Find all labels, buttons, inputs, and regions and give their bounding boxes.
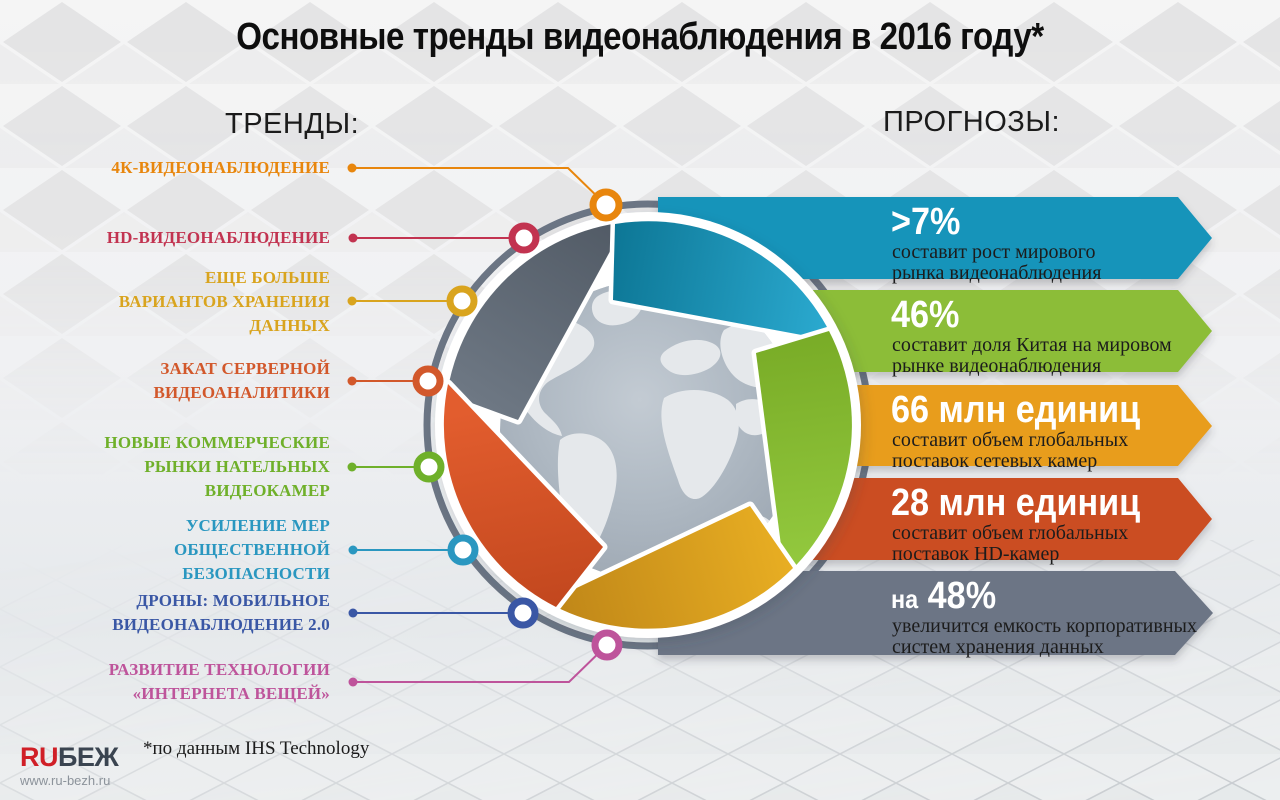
- forecast-arrow-storage: [658, 571, 1213, 655]
- connector-dot: [348, 677, 358, 687]
- connector-line-4k: [352, 167, 607, 206]
- connector-ring: [589, 188, 623, 222]
- connector-dot: [347, 296, 357, 306]
- forecast-value-china: 46%: [891, 296, 959, 337]
- connector-ring: [412, 365, 444, 397]
- forecast-value: >7%: [891, 201, 961, 243]
- connector-ring: [591, 629, 623, 661]
- forecast-text-hd-cameras: составит объем глобальных поставок HD-ка…: [892, 522, 1129, 565]
- trend-label-bodycam: НОВЫЕ КОММЕРЧЕСКИЕ РЫНКИ НАТЕЛЬНЫХ ВИДЕО…: [104, 433, 330, 500]
- forecast-value: 66 млн единиц: [891, 389, 1141, 431]
- forecast-text-china: составит доля Китая на мировом рынке вид…: [892, 334, 1172, 377]
- connector-line-iot: [353, 644, 608, 683]
- connector-dot: [347, 163, 357, 173]
- shutter-blade-green: [751, 326, 857, 581]
- shutter-blade-red: [439, 379, 608, 612]
- connector-dot: [348, 233, 358, 243]
- connector-dot: [348, 608, 358, 618]
- logo-ru: RU: [20, 742, 59, 772]
- forecast-value-network-cameras: 66 млн единиц: [891, 391, 1140, 432]
- forecast-text-storage: увеличится емкость корпоративных систем …: [892, 615, 1197, 658]
- connector-dot: [347, 376, 357, 386]
- forecast-value: 46%: [891, 294, 960, 336]
- logo-wordmark: RUБЕЖ: [20, 742, 119, 772]
- trend-label-4k: 4К-ВИДЕОНАБЛЮДЕНИЕ: [111, 158, 330, 177]
- trends-heading: ТРЕНДЫ:: [225, 108, 360, 140]
- logo-bezh: БЕЖ: [58, 742, 119, 772]
- connector-ring: [508, 222, 540, 254]
- forecast-value-growth: >7%: [891, 203, 960, 244]
- rubezh-logo: RUБЕЖ www.ru-bezh.ru: [20, 742, 119, 788]
- trend-label-security: УСИЛЕНИЕ МЕР ОБЩЕСТВЕННОЙ БЕЗОПАСНОСТИ: [173, 516, 330, 583]
- page-title: Основные тренды видеонаблюдения в 2016 г…: [236, 16, 1044, 58]
- source-note: *по данным IHS Technology: [143, 738, 370, 759]
- forecast-arrow-growth: [658, 197, 1212, 279]
- trend-label-iot: РАЗВИТИЕ ТЕХНОЛОГИИ «ИНТЕРНЕТА ВЕЩЕЙ»: [108, 660, 330, 703]
- forecast-text-network-cameras: составит объем глобальных поставок сетев…: [892, 429, 1129, 472]
- forecast-value-storage: на 48%: [891, 577, 996, 618]
- shutter-blade-slate: [442, 217, 631, 425]
- connector-ring: [413, 451, 445, 483]
- trend-dots: [347, 163, 358, 687]
- globe: [500, 280, 800, 580]
- forecast-text-growth: составит рост мирового рынка видеонаблюд…: [892, 241, 1102, 284]
- trend-rings: [412, 188, 623, 661]
- forecast-value: 28 млн единиц: [891, 482, 1141, 524]
- connector-ring: [447, 534, 479, 566]
- trend-label-storage: ЕЩЕ БОЛЬШЕ ВАРИАНТОВ ХРАНЕНИЯ ДАННЫХ: [118, 268, 330, 335]
- forecast-value-hd-cameras: 28 млн единиц: [891, 484, 1140, 525]
- shutter-blades: [439, 216, 857, 634]
- connector-dot: [347, 462, 357, 472]
- forecast-value: 48%: [927, 575, 997, 617]
- forecast-prefix: на: [891, 584, 919, 614]
- logo-url: www.ru-bezh.ru: [20, 773, 111, 788]
- shutter-blade-gold: [542, 501, 798, 634]
- shutter-blade-teal: [608, 216, 839, 346]
- trend-label-analytics: ЗАКАТ СЕРВЕРНОЙ ВИДЕОАНАЛИТИКИ: [153, 359, 330, 402]
- trend-label-hd: HD-ВИДЕОНАБЛЮДЕНИЕ: [106, 228, 330, 247]
- trend-label-drones: ДРОНЫ: МОБИЛЬНОЕ ВИДЕОНАБЛЮДЕНИЕ 2.0: [112, 591, 330, 634]
- forecasts-heading: ПРОГНОЗЫ:: [883, 106, 1061, 138]
- connector-ring: [507, 597, 539, 629]
- connector-ring: [446, 285, 478, 317]
- connector-dot: [348, 545, 358, 555]
